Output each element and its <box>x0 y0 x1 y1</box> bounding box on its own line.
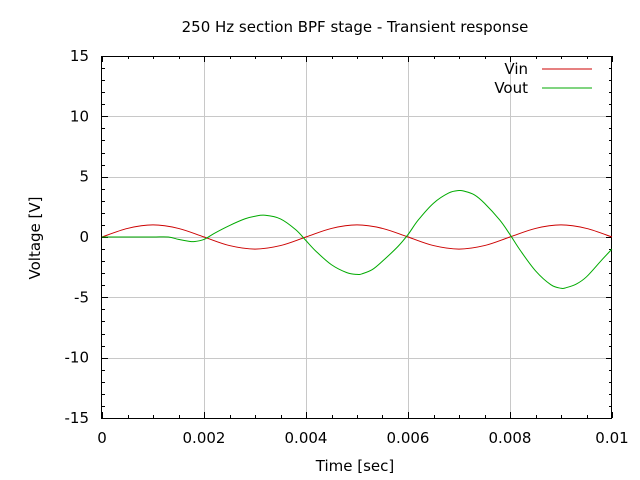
legend: Vin Vout <box>494 60 592 97</box>
legend-label-vin: Vin <box>504 60 528 78</box>
y-tick-label: -10 <box>65 349 90 367</box>
x-tick-label: 0.008 <box>489 429 532 447</box>
x-tick-label: 0.002 <box>183 429 226 447</box>
y-tick-label: -15 <box>65 409 90 427</box>
x-tick-label: 0.004 <box>285 429 328 447</box>
plot-frame <box>101 56 612 419</box>
x-tick-label: 0.01 <box>595 429 628 447</box>
x-tick-label: 0.006 <box>387 429 430 447</box>
series-line-vout <box>102 189 613 289</box>
y-axis-title: Voltage [V] <box>26 197 44 280</box>
legend-label-vout: Vout <box>494 79 528 97</box>
y-tick-label: 15 <box>70 47 89 65</box>
chart-title: 250 Hz section BPF stage - Transient res… <box>182 18 529 36</box>
series-line-vin <box>101 224 613 250</box>
y-tick-label: 10 <box>70 107 89 125</box>
x-tick-label: 0 <box>97 429 107 447</box>
series-layer <box>101 189 613 289</box>
y-tick-label: 0 <box>79 228 89 246</box>
tick-labels: 0 0.002 0.004 0.006 0.008 0.01 15 10 5 0 -5 -10 -15 <box>65 47 629 447</box>
y-tick-label: -5 <box>74 288 89 306</box>
y-tick-label: 5 <box>79 168 89 186</box>
grid <box>102 56 612 418</box>
x-axis-title: Time [sec] <box>315 457 394 475</box>
